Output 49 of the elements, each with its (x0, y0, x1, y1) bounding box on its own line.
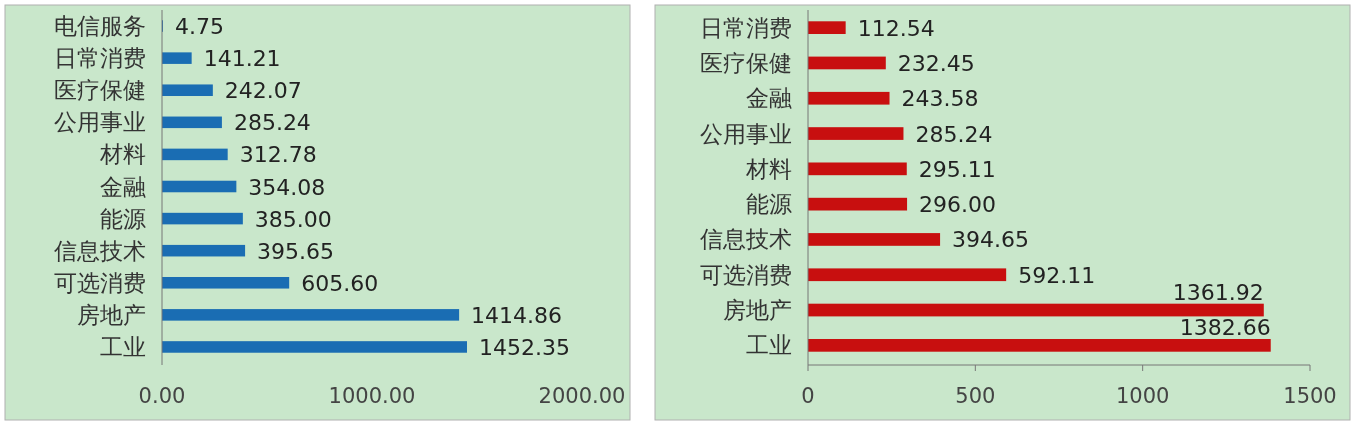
data-label: 296.00 (919, 192, 997, 218)
data-label: 1361.92 (1172, 279, 1264, 305)
data-label: 112.54 (857, 15, 935, 41)
data-label: 592.11 (1018, 262, 1096, 288)
data-label: 385.00 (254, 206, 332, 232)
y-tick-label: 能源 (746, 191, 792, 218)
data-label: 605.60 (301, 270, 379, 296)
x-tick-label: 500 (955, 384, 996, 408)
y-tick-label: 能源 (100, 205, 146, 232)
data-label: 354.08 (248, 174, 326, 200)
data-label: 285.24 (233, 110, 311, 136)
data-label: 141.21 (203, 46, 281, 72)
data-label: 295.11 (918, 156, 996, 182)
y-tick-label: 信息技术 (700, 226, 792, 253)
y-tick-label: 电信服务 (54, 13, 146, 40)
data-label: 4.75 (175, 14, 224, 40)
y-tick-label: 材料 (745, 155, 792, 182)
data-label: 285.24 (915, 121, 993, 147)
x-tick-label: 0 (801, 384, 815, 408)
data-label: 242.07 (224, 78, 302, 104)
y-tick-label: 公用事业 (700, 120, 792, 147)
y-tick-label: 工业 (746, 332, 792, 359)
y-tick-label: 房地产 (723, 297, 792, 324)
data-label: 232.45 (897, 50, 975, 76)
y-tick-label: 房地产 (77, 301, 146, 328)
y-tick-label: 信息技术 (54, 237, 146, 264)
data-label: 1452.35 (478, 334, 570, 360)
data-label: 394.65 (952, 227, 1030, 253)
x-tick-label: 1500 (1283, 384, 1337, 408)
data-label: 395.65 (257, 238, 335, 264)
y-tick-label: 医疗保健 (700, 49, 792, 76)
y-tick-label: 医疗保健 (54, 77, 146, 104)
y-tick-label: 金融 (746, 85, 792, 112)
data-label: 243.58 (901, 86, 979, 112)
data-label: 1414.86 (471, 302, 563, 328)
x-tick-label: 1000 (1115, 384, 1170, 408)
y-tick-label: 日常消费 (54, 45, 146, 72)
x-tick-label: 1000.00 (328, 384, 416, 408)
y-tick-label: 材料 (99, 141, 146, 168)
y-tick-label: 工业 (100, 333, 146, 360)
y-tick-label: 可选消费 (54, 269, 146, 296)
data-label: 312.78 (239, 142, 317, 168)
y-tick-label: 日常消费 (700, 14, 792, 41)
data-label: 1382.66 (1179, 315, 1271, 340)
x-tick-label: 0.00 (138, 384, 186, 408)
x-tick-label: 2000.00 (538, 384, 626, 408)
y-tick-label: 公用事业 (54, 109, 146, 136)
y-tick-label: 可选消费 (700, 261, 792, 288)
y-tick-label: 金融 (100, 173, 146, 200)
